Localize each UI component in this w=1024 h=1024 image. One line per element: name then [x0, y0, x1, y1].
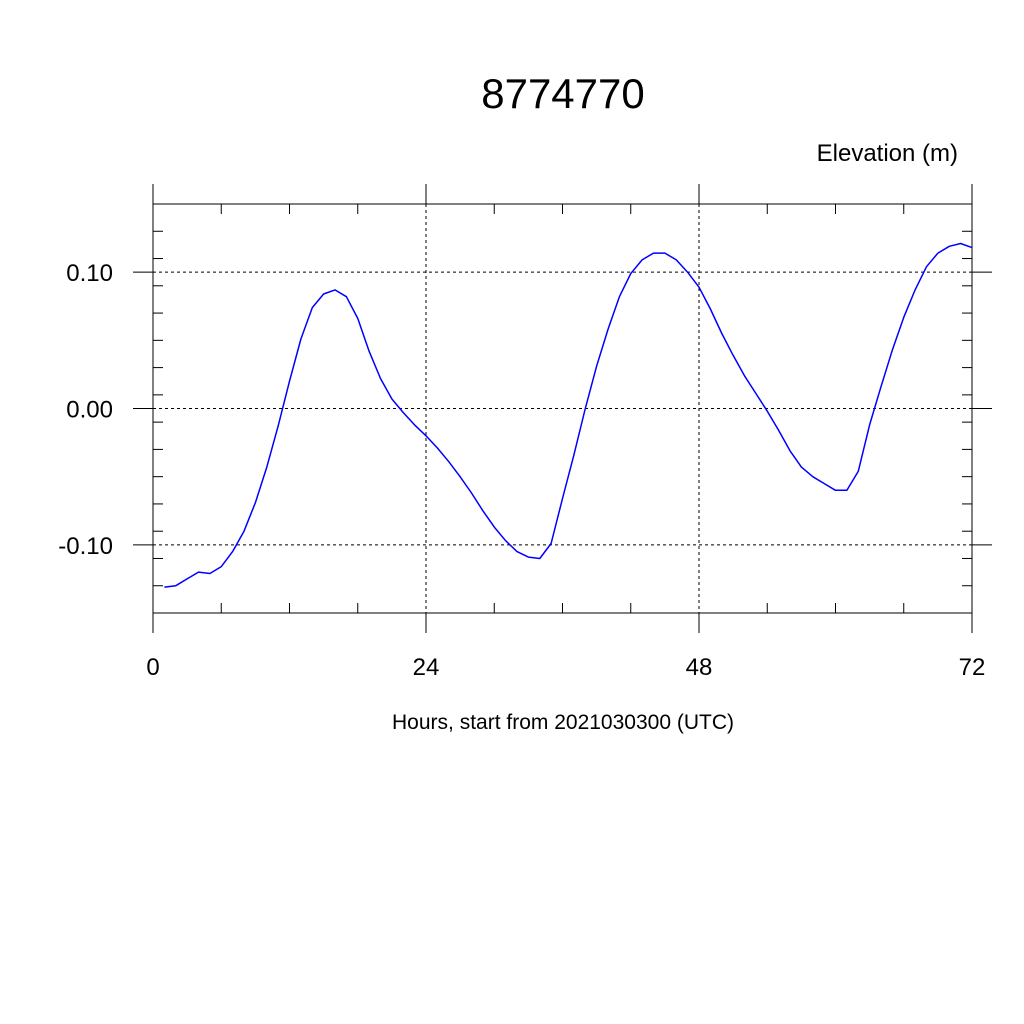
- x-tick-label: 48: [686, 654, 713, 681]
- elevation-series-line: [164, 242, 973, 588]
- axis-ticks: [133, 184, 992, 633]
- tick-labels: 0 24 48 72 -0.10 0.00 0.10: [58, 260, 985, 681]
- y-axis-unit-label: Elevation (m): [817, 140, 958, 167]
- y-tick-label: 0.10: [66, 260, 113, 287]
- y-tick-label: -0.10: [58, 533, 113, 560]
- x-axis-label: Hours, start from 2021030300 (UTC): [392, 711, 734, 734]
- grid-lines: [153, 204, 972, 613]
- x-tick-label: 72: [959, 654, 986, 681]
- chart-title: 8774770: [481, 70, 645, 117]
- x-tick-label: 24: [413, 654, 440, 681]
- y-tick-label: 0.00: [66, 397, 113, 424]
- x-tick-label: 0: [146, 654, 159, 681]
- series-layer: [164, 242, 973, 588]
- plot-frame: [152, 203, 973, 614]
